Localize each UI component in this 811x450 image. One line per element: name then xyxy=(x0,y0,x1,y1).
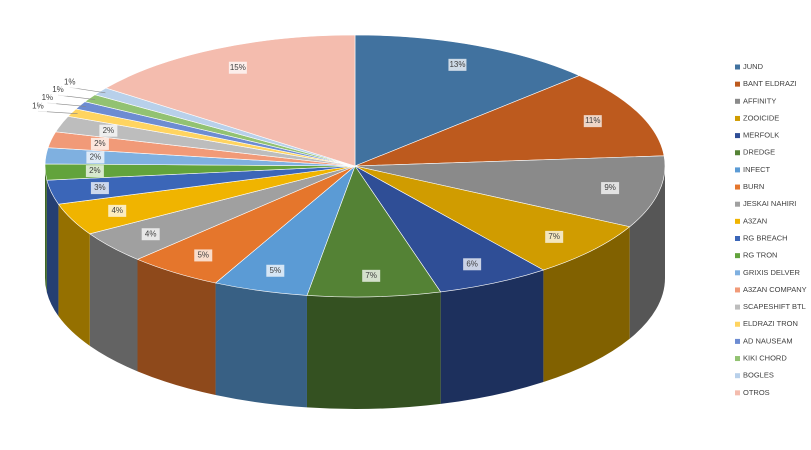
slice-side xyxy=(440,270,544,404)
data-label: 1% xyxy=(52,85,64,94)
data-label: 2% xyxy=(103,126,115,135)
legend-label: BANT ELDRAZI xyxy=(743,79,797,88)
label-box xyxy=(99,124,118,137)
data-label: 5% xyxy=(270,266,282,275)
legend-swatch xyxy=(735,338,740,344)
legend-label: DREDGE xyxy=(743,148,775,157)
data-label: 11% xyxy=(585,116,600,125)
legend-swatch xyxy=(735,64,740,70)
slice-side xyxy=(137,259,216,395)
data-label: 3% xyxy=(94,183,106,192)
label-box xyxy=(194,249,213,262)
data-label: 15% xyxy=(230,63,246,72)
label-box xyxy=(463,258,482,271)
label-box xyxy=(141,228,160,241)
slice-side xyxy=(89,233,138,372)
data-label: 6% xyxy=(466,259,478,268)
legend-label: GRIXIS DELVER xyxy=(743,268,801,277)
data-label: 4% xyxy=(111,206,123,215)
label-box xyxy=(362,269,381,282)
slice-side xyxy=(543,226,630,383)
legend-swatch xyxy=(735,184,740,190)
data-label: 5% xyxy=(197,251,209,260)
slice-side xyxy=(45,166,47,293)
data-label: 2% xyxy=(90,153,102,162)
label-box xyxy=(60,76,79,89)
legend-label: JUND xyxy=(743,62,764,71)
legend-swatch xyxy=(735,270,740,276)
legend-swatch xyxy=(735,253,740,259)
slice xyxy=(354,34,581,167)
data-label: 4% xyxy=(145,229,157,238)
data-label: 2% xyxy=(94,139,106,148)
label-box xyxy=(448,58,467,71)
label-box xyxy=(108,204,127,217)
slice-side xyxy=(306,291,441,409)
legend-swatch xyxy=(735,287,740,293)
legend-label: JESKAI NAHIRI xyxy=(743,199,796,208)
data-label: 7% xyxy=(365,271,377,280)
legend-label: MERFOLK xyxy=(743,131,779,140)
label-box xyxy=(545,230,564,243)
legend-swatch xyxy=(735,218,740,224)
legend-swatch xyxy=(735,150,740,156)
data-label: 7% xyxy=(548,232,560,241)
legend-swatch xyxy=(735,373,740,379)
legend-swatch xyxy=(735,201,740,207)
label-box xyxy=(228,61,247,74)
slice xyxy=(354,75,665,167)
data-label: 1% xyxy=(42,93,54,102)
label-box xyxy=(86,151,105,164)
legend-swatch xyxy=(735,390,740,396)
labels: 13%11%9%7%6%7%5%5%4%4%3%2%2%2%2%1%1%1%1%… xyxy=(28,58,620,282)
slice-side xyxy=(58,204,90,346)
slice xyxy=(354,155,666,228)
data-label: 1% xyxy=(32,101,44,110)
legend-label: BOGLES xyxy=(743,371,774,380)
label-box xyxy=(266,264,285,277)
slice xyxy=(306,165,442,298)
label-box xyxy=(90,182,109,195)
slice-side xyxy=(629,166,665,339)
slice-side xyxy=(215,282,307,408)
data-label: 9% xyxy=(604,183,616,192)
data-label: 1% xyxy=(64,77,76,86)
legend-label: OTROS xyxy=(743,388,770,397)
legend-label: INFECT xyxy=(743,165,771,174)
slice-side xyxy=(46,180,59,317)
legend-label: ZOOICIDE xyxy=(743,113,779,122)
legend-swatch xyxy=(735,304,740,310)
legend-swatch xyxy=(735,321,740,327)
legend-swatch xyxy=(735,236,740,241)
data-label: 13% xyxy=(449,60,465,69)
legend-swatch xyxy=(735,356,740,362)
tops xyxy=(44,34,666,298)
data-label: 2% xyxy=(89,166,101,175)
legend-swatch xyxy=(735,115,740,121)
legend-swatch xyxy=(735,98,740,104)
legend-label: A3ZAN COMPANY xyxy=(743,285,807,294)
legend-label: AFFINITY xyxy=(743,96,776,105)
label-box xyxy=(583,115,602,128)
legend-swatch xyxy=(735,167,740,173)
legend-swatch xyxy=(735,133,740,139)
legend-label: BURN xyxy=(743,182,764,191)
legend-label: RG TRON xyxy=(743,251,777,260)
legend-label: SCAPESHIFT BTL xyxy=(743,302,806,311)
label-box xyxy=(90,137,109,150)
label-box xyxy=(85,165,104,178)
slice xyxy=(354,165,631,271)
legend-label: AD NAUSEAM xyxy=(743,336,793,345)
legend-label: RG BREACH xyxy=(743,233,788,242)
legend-label: ELDRAZI TRON xyxy=(743,319,798,328)
sides xyxy=(45,166,665,409)
legend-label: KIKI CHORD xyxy=(743,354,787,363)
legend-swatch xyxy=(735,81,740,87)
legend-label: A3ZAN xyxy=(743,216,767,225)
slice xyxy=(105,34,356,167)
label-box xyxy=(601,182,620,195)
